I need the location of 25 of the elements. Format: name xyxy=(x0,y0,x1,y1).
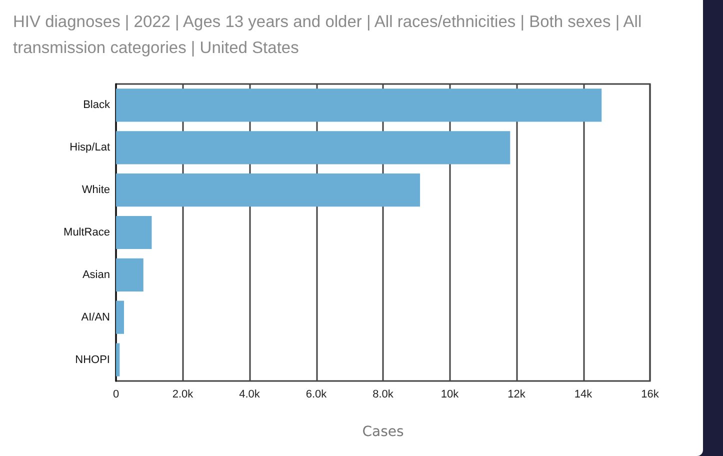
bar xyxy=(116,258,144,292)
bar xyxy=(116,300,124,334)
bar xyxy=(116,131,510,164)
chart-title: HIV diagnoses | 2022 | Ages 13 years and older | All races/ethnicities | Both sexes | All transmission categories | United States xyxy=(13,13,646,57)
x-tick-label: 6.0k xyxy=(306,388,328,400)
x-tick-label: 8.0k xyxy=(372,388,394,400)
x-tick-label: 2.0k xyxy=(172,388,194,400)
bar xyxy=(116,343,120,376)
x-tick-label: 4.0k xyxy=(239,388,260,400)
bar xyxy=(116,174,420,207)
bar xyxy=(116,216,152,250)
x-tick-label: 12k xyxy=(508,388,526,400)
x-tick-label: 14k xyxy=(574,388,593,400)
bar xyxy=(116,88,602,122)
y-tick-label: Black xyxy=(83,99,110,112)
y-tick-label: NHOPI xyxy=(75,354,110,366)
x-tick-label: 10k xyxy=(440,388,460,400)
y-tick-label: AI/AN xyxy=(81,311,110,324)
y-tick-label: Asian xyxy=(82,268,110,281)
x-tick-label: 16k xyxy=(641,388,660,400)
y-tick-label: White xyxy=(82,184,110,196)
x-axis-title: Cases xyxy=(362,424,404,440)
x-tick-label: 0 xyxy=(112,388,120,400)
y-tick-label: Hisp/Lat xyxy=(70,142,110,154)
y-tick-label: MultRace xyxy=(64,226,110,238)
